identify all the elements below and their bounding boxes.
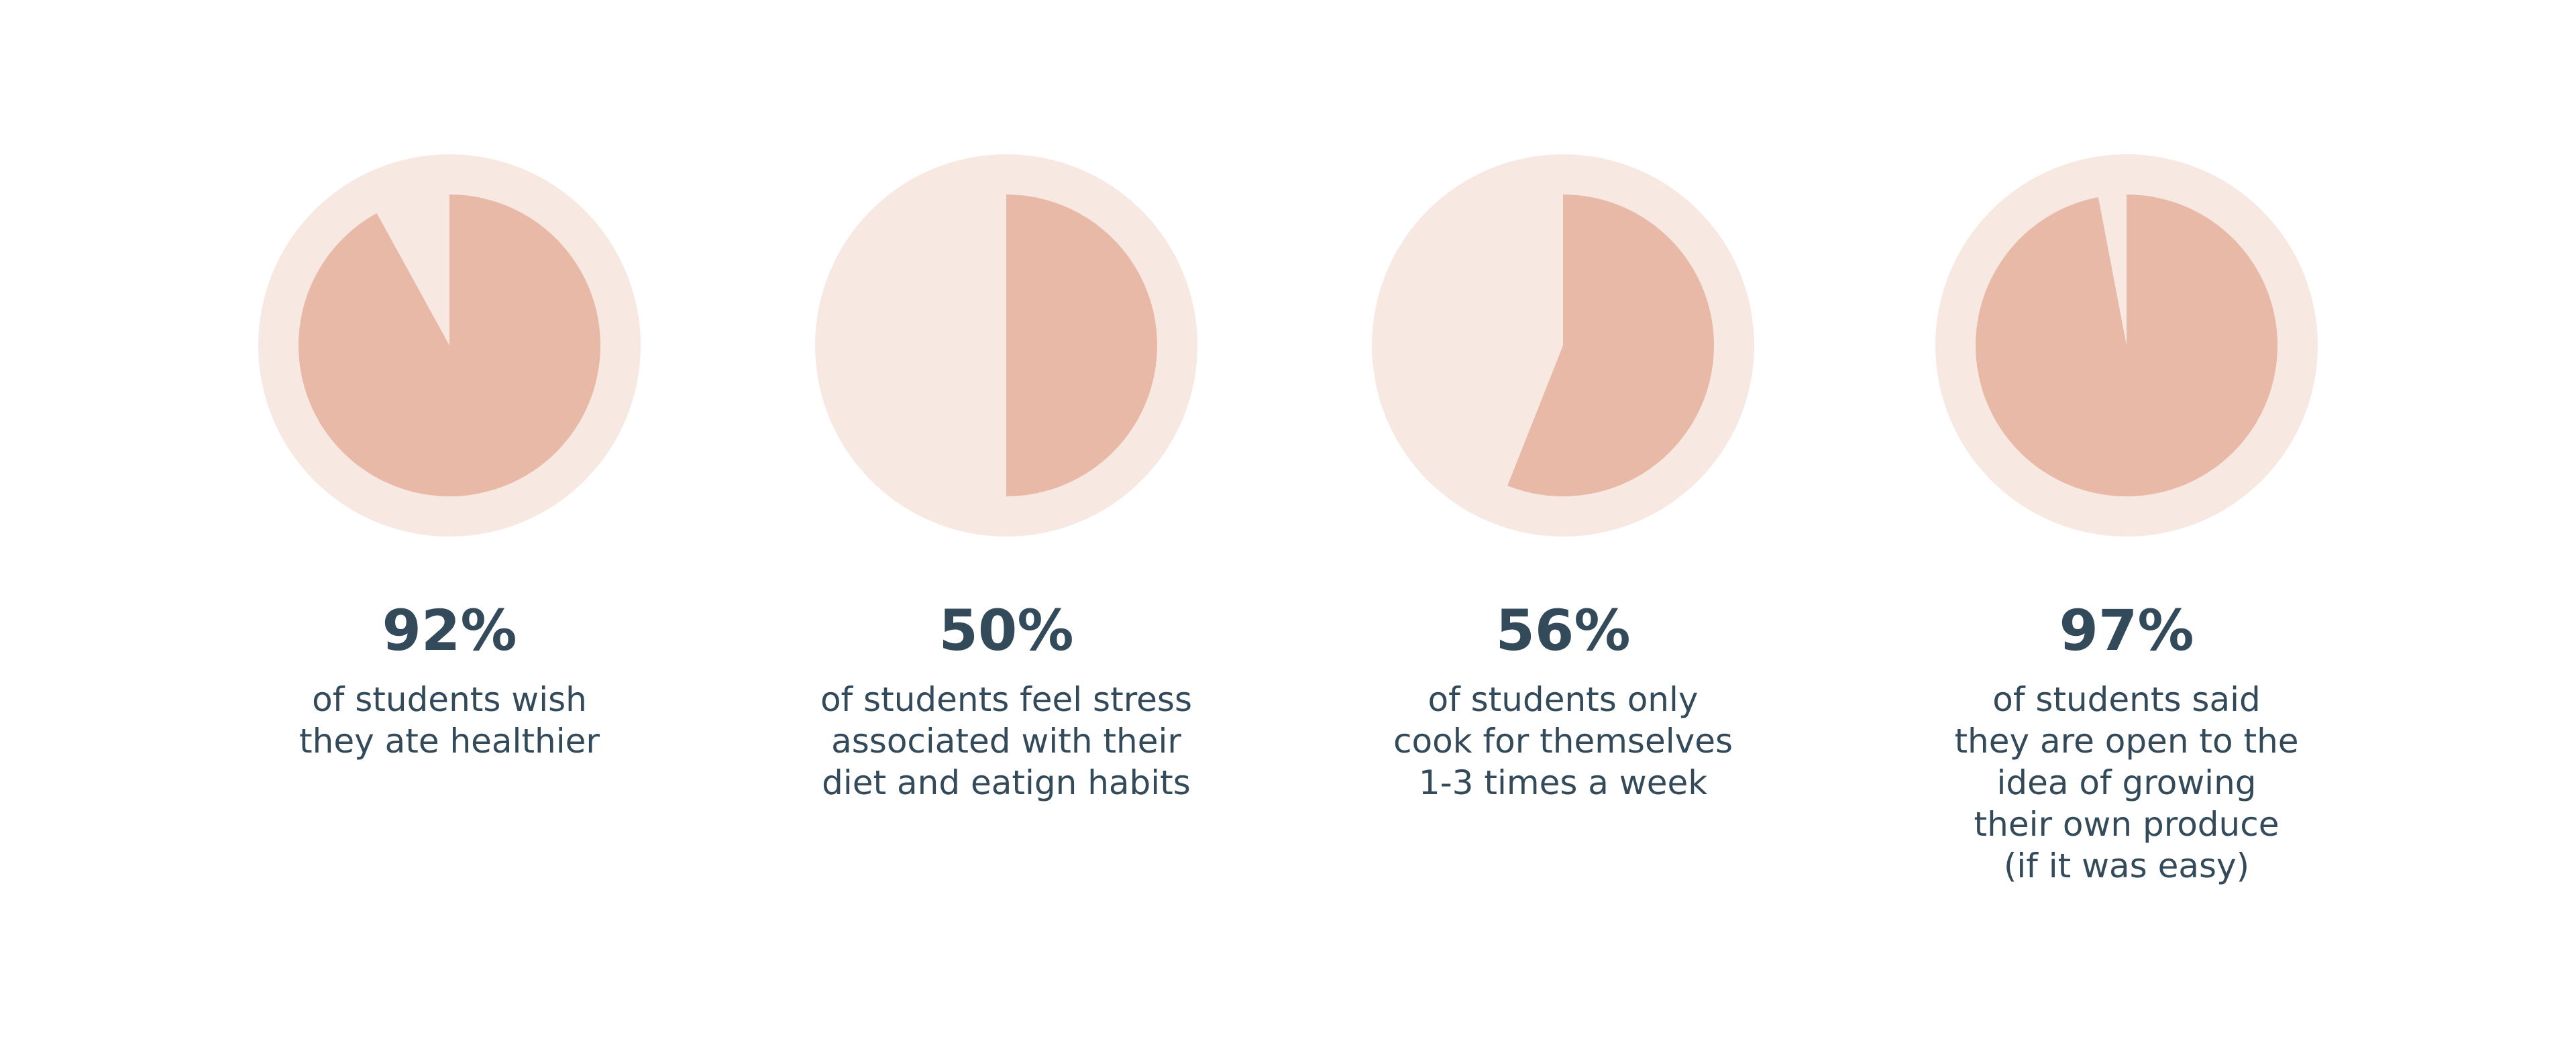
stat-item: 97% of students said they are open to th… [1892,0,2361,1047]
pie-chart [815,154,1197,537]
caption-line: of students feel stress [820,680,1193,719]
stat-caption: of students wish they ate healthier [215,679,684,762]
pie-chart [258,154,641,537]
pie-slice [1006,195,1157,496]
pie-slice [1507,195,1714,496]
stat-item: 56% of students only cook for themselves… [1328,0,1798,1047]
caption-line: of students wish [312,680,587,719]
stat-percentage: 56% [1495,598,1631,663]
stat-item: 50% of students feel stress associated w… [771,0,1241,1047]
pie-slice [1976,195,2278,496]
caption-line: they ate healthier [299,722,600,761]
stat-percentage: 97% [2059,598,2194,663]
caption-line: they are open to the [1954,722,2299,761]
pie-slice [299,195,601,496]
stat-caption: of students only cook for themselves 1-3… [1328,679,1798,804]
stat-item: 92% of students wish they ate healthier [215,0,684,1047]
stat-caption: of students said they are open to the id… [1892,679,2361,887]
caption-line: cook for themselves [1393,722,1733,761]
stat-percentage: 92% [382,598,517,663]
caption-line: idea of growing [1996,763,2257,802]
caption-line: of students said [1992,680,2261,719]
caption-line: of students only [1428,680,1699,719]
pie-chart [1935,154,2318,537]
caption-line: their own produce [1974,805,2279,844]
pie-chart [1372,154,1754,537]
caption-line: (if it was easy) [2003,846,2250,885]
caption-line: associated with their [831,722,1181,761]
caption-line: diet and eatign habits [822,763,1191,802]
stat-percentage: 50% [938,598,1074,663]
caption-line: 1-3 times a week [1418,763,1708,802]
stat-caption: of students feel stress associated with … [771,679,1241,804]
